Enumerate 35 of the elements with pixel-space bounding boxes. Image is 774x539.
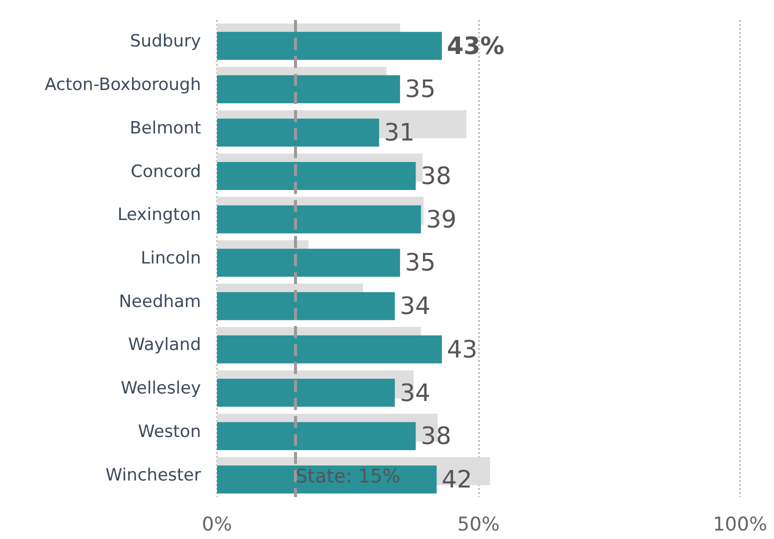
y-tick-label: Concord <box>130 162 201 182</box>
data-label: 39 <box>426 205 457 234</box>
data-label: 38 <box>420 162 452 190</box>
y-tick-label: Lexington <box>117 205 201 226</box>
data-label: 42 <box>442 466 472 494</box>
bar <box>217 162 416 190</box>
data-label: 34 <box>400 378 430 407</box>
data-label: 43 <box>446 335 478 364</box>
data-label: 34 <box>400 292 430 320</box>
data-label: 35 <box>405 75 436 104</box>
bar <box>217 422 416 450</box>
y-tick-label: Wayland <box>128 335 201 356</box>
y-tick-label: Belmont <box>130 118 202 138</box>
y-tick-label: Weston <box>138 422 201 442</box>
bar <box>217 75 400 104</box>
y-tick-label: Acton-Boxborough <box>44 75 201 96</box>
data-label: 38 <box>420 422 452 450</box>
bar <box>217 205 421 234</box>
bar <box>217 335 442 364</box>
y-tick-label: Winchester <box>106 465 202 486</box>
bar <box>217 248 400 277</box>
bar <box>217 378 395 407</box>
data-label: 31 <box>384 118 415 147</box>
x-tick-label: 0% <box>202 514 232 536</box>
y-tick-label: Needham <box>118 292 201 312</box>
data-label: 35 <box>405 248 436 277</box>
y-tick-label: Sudbury <box>130 32 201 52</box>
x-tick-label: 50% <box>457 514 500 536</box>
bar <box>217 32 442 60</box>
y-tick-label: Lincoln <box>140 248 201 268</box>
bar <box>217 118 380 147</box>
data-label: 43% <box>446 32 504 60</box>
y-tick-label: Wellesley <box>120 378 201 399</box>
bar <box>217 292 395 320</box>
x-tick-label: 100% <box>712 514 768 536</box>
